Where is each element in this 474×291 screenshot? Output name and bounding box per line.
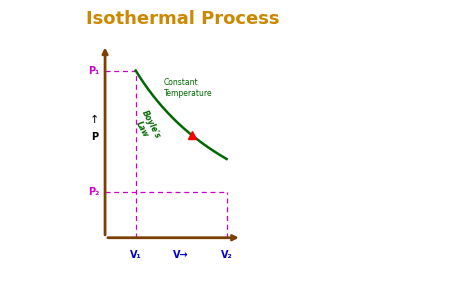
Text: Isothermal Process: Isothermal Process [86, 10, 280, 28]
Text: V₁: V₁ [130, 250, 142, 260]
Text: Constant
Temperature: Constant Temperature [164, 78, 212, 97]
Text: Boyle's
Law: Boyle's Law [131, 109, 162, 145]
Text: V₂: V₂ [221, 250, 233, 260]
Text: P₁: P₁ [88, 65, 100, 76]
Text: ↑: ↑ [90, 115, 100, 125]
Text: V→: V→ [173, 250, 189, 260]
Text: P: P [91, 132, 98, 142]
Text: P₂: P₂ [88, 187, 100, 197]
